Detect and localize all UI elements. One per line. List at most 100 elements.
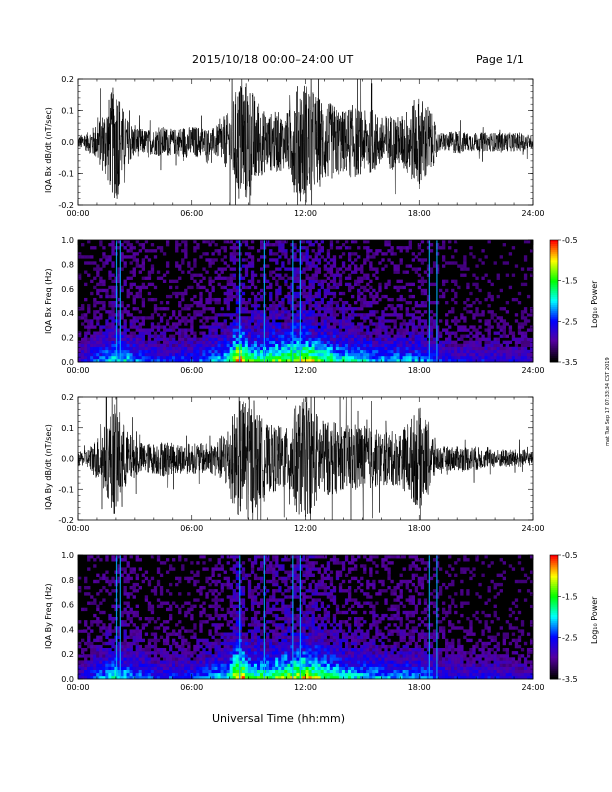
spectrogram-cell xyxy=(281,352,285,357)
spectrogram-cell xyxy=(526,355,531,360)
spectrogram-cell xyxy=(487,240,491,244)
spectrogram-cell xyxy=(217,666,221,670)
spectrogram-cell xyxy=(208,243,212,247)
spectrogram-cell xyxy=(360,337,364,341)
spectrogram-cell xyxy=(117,273,121,277)
spectrogram-cell xyxy=(156,355,161,360)
spectrogram-cell xyxy=(132,672,136,677)
spectrogram-cell xyxy=(208,660,212,664)
spectrogram-cell xyxy=(387,258,391,262)
spectrogram-cell xyxy=(287,301,291,305)
spectrogram-cell xyxy=(135,610,139,615)
spectrogram-cell xyxy=(523,358,528,363)
spectrogram-cell xyxy=(363,349,367,354)
spectrogram-cell xyxy=(99,601,103,605)
spectrogram-cell xyxy=(466,267,470,271)
spectrogram-cell xyxy=(302,282,306,287)
spectrogram-cell xyxy=(96,666,100,670)
spectrogram-cell xyxy=(138,316,142,320)
spectrogram-cell xyxy=(120,285,124,290)
spectrogram-cell xyxy=(426,346,431,351)
spectrogram-cell xyxy=(253,294,258,299)
colorbar-segment xyxy=(550,286,558,290)
spectrogram-cell xyxy=(220,632,224,636)
spectrogram-cell xyxy=(178,576,182,581)
spectrogram-cell xyxy=(105,675,109,680)
spectrogram-cell xyxy=(490,282,494,287)
spectrogram-cell xyxy=(144,672,149,677)
spectrogram-cell xyxy=(281,316,285,320)
spectrogram-cell xyxy=(384,337,388,341)
spectrogram-cell xyxy=(178,635,182,639)
spectrogram-cell xyxy=(287,294,291,299)
spectrogram-cell xyxy=(320,337,324,341)
spectrogram-cell xyxy=(250,620,255,624)
spectrogram-cell xyxy=(402,349,406,354)
spectrogram-cell xyxy=(517,355,522,360)
spectrogram-cell xyxy=(99,301,103,305)
spectrogram-cell xyxy=(90,346,94,351)
spectrogram-cell xyxy=(111,346,115,351)
spectrogram-cell xyxy=(281,313,285,317)
spectrogram-cell xyxy=(229,635,233,639)
spectrogram-cell xyxy=(181,657,185,661)
spectrogram-cell xyxy=(172,313,176,317)
spectrogram-cell xyxy=(526,313,531,317)
spectrogram-cell xyxy=(159,651,164,655)
spectrogram-cell xyxy=(384,264,388,268)
colorbar-segment xyxy=(550,321,558,324)
colorbar-segment xyxy=(550,264,558,267)
spectrogram-cell xyxy=(208,358,212,363)
spectrogram-cell xyxy=(193,666,197,670)
spectrogram-cell xyxy=(238,346,243,351)
spectrogram-cell xyxy=(260,343,264,348)
spectrogram-cell xyxy=(357,358,361,363)
spectrogram-cell xyxy=(132,586,136,590)
spectrogram-cell xyxy=(260,255,264,259)
spectrogram-cell xyxy=(287,343,291,348)
spectrogram-cell xyxy=(199,651,203,655)
spectrogram-cell xyxy=(169,675,173,680)
spectrogram-cell xyxy=(202,555,206,559)
spectrogram-cell xyxy=(205,316,209,320)
spectrogram-cell xyxy=(247,279,252,283)
spectrogram-cell xyxy=(196,669,200,674)
spectrogram-cell xyxy=(138,270,142,274)
spectrogram-cell xyxy=(396,349,400,354)
spectrogram-cell xyxy=(311,340,315,344)
spectrogram-cell xyxy=(247,349,252,354)
spectrogram-cell xyxy=(354,301,358,305)
spectrogram-cell xyxy=(150,346,155,351)
spectrogram-cell xyxy=(108,651,112,655)
spectrogram-cell xyxy=(81,255,85,259)
spectrogram-cell xyxy=(414,358,419,363)
spectrogram-cell xyxy=(296,313,300,317)
spectrogram-cell xyxy=(126,573,130,577)
spectrogram-cell xyxy=(147,270,152,274)
spectrogram-cell xyxy=(111,666,115,670)
spectrogram-cell xyxy=(426,340,431,344)
spectrogram-cell xyxy=(232,675,237,680)
spectrogram-cell xyxy=(454,316,458,320)
spectrogram-cell xyxy=(117,240,121,244)
spectrogram-cell xyxy=(496,322,500,326)
spectrogram-cell xyxy=(235,291,240,296)
colorbar-segment xyxy=(550,323,558,326)
spectrogram-cell xyxy=(162,629,167,633)
spectrogram-cell xyxy=(205,352,209,357)
spectrogram-cell xyxy=(396,340,400,344)
spectrogram-cell xyxy=(105,319,109,323)
spectrogram-cell xyxy=(250,325,255,329)
spectrogram-cell xyxy=(344,358,349,363)
spectrogram-cell xyxy=(457,325,461,329)
spectrogram-cell xyxy=(529,313,534,317)
spectrogram-cell xyxy=(193,246,197,250)
spectrogram-cell xyxy=(150,325,155,329)
spectrogram-cell xyxy=(120,660,124,664)
spectrogram-cell xyxy=(178,660,182,664)
spectrogram-cell xyxy=(178,291,182,296)
spectrogram-cell xyxy=(162,561,167,565)
spectrogram-cell xyxy=(102,349,106,354)
spectrogram-cell xyxy=(181,675,185,680)
spectrogram-cell xyxy=(99,620,103,624)
